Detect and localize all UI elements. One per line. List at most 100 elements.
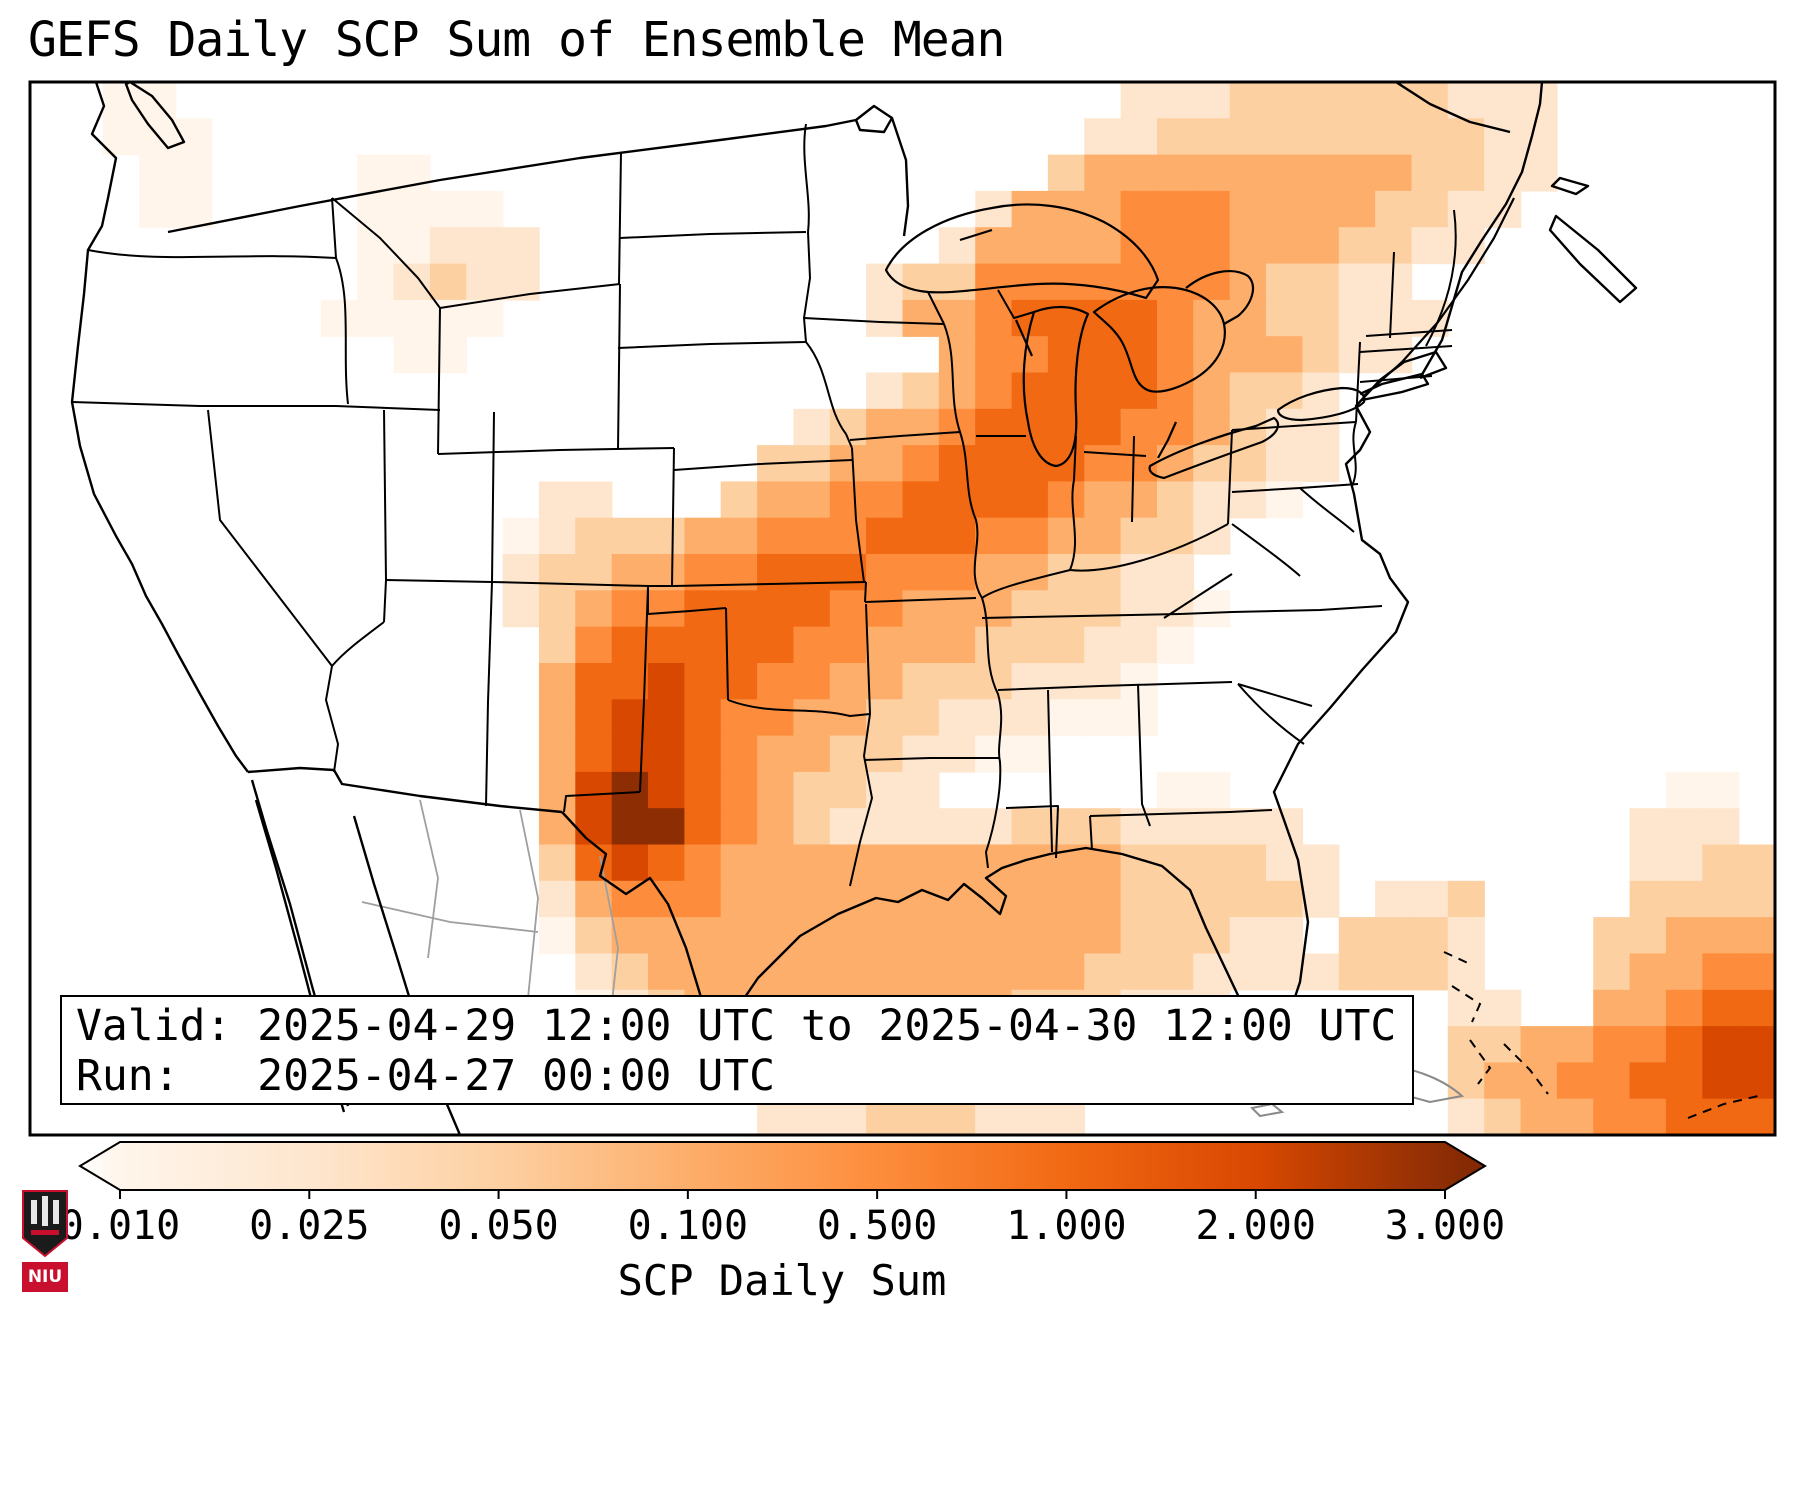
heatmap-cell — [902, 263, 940, 301]
heatmap-cell — [1665, 953, 1703, 991]
heatmap-cell — [393, 336, 431, 374]
heatmap-cell — [938, 408, 976, 446]
heatmap-cell — [1665, 844, 1703, 882]
heatmap-cell — [1120, 408, 1158, 446]
heatmap-cell — [1084, 699, 1122, 737]
heatmap-cell — [720, 517, 758, 555]
heatmap-cell — [1266, 953, 1304, 991]
nova-scotia — [1548, 214, 1638, 304]
heatmap-cell — [720, 699, 758, 737]
heatmap-cell — [1702, 1062, 1740, 1100]
heatmap-cell — [793, 481, 831, 519]
lake-superior — [884, 203, 1160, 300]
heatmap-cell — [1193, 82, 1231, 119]
heatmap-cell — [684, 626, 722, 664]
heatmap-cell — [466, 190, 504, 228]
heatmap-cell — [938, 808, 976, 846]
heatmap-cell — [793, 445, 831, 483]
heatmap-cell — [1157, 554, 1195, 591]
heatmap-cell — [793, 808, 831, 846]
heatmap-cell — [1593, 989, 1631, 1027]
heatmap-cell — [1702, 844, 1740, 882]
heatmap-cell — [902, 844, 940, 882]
heatmap-cell — [1047, 408, 1085, 446]
heatmap-cell — [1120, 336, 1158, 374]
heatmap-cell — [866, 917, 904, 955]
valid-text: Valid: 2025-04-29 12:00 UTC to 2025-04-3… — [76, 1001, 1397, 1051]
heatmap-cell — [575, 699, 613, 737]
heatmap-cell — [938, 299, 976, 337]
heatmap-cell — [611, 626, 649, 664]
heatmap-cell — [1629, 917, 1667, 955]
heatmap-cell — [1157, 917, 1195, 955]
heatmap-cell — [1556, 1098, 1594, 1135]
heatmap-cell — [1011, 735, 1049, 773]
heatmap-cell — [1484, 82, 1522, 119]
heatmap-cell — [539, 699, 577, 737]
heatmap-cell — [1011, 336, 1049, 374]
heatmap-cell — [829, 880, 867, 918]
heatmap-cell — [757, 699, 795, 737]
heatmap-cell — [648, 917, 686, 955]
heatmap-cell — [611, 771, 649, 809]
heatmap-cell — [539, 808, 577, 846]
heatmap-cell — [1047, 590, 1085, 628]
lake-ontario — [1276, 386, 1366, 422]
heatmap-cell — [1447, 154, 1485, 192]
heatmap-cell — [1702, 989, 1740, 1027]
heatmap-cell — [1266, 372, 1304, 410]
heatmap-cell — [1593, 917, 1631, 955]
heatmap-cell — [1084, 227, 1122, 265]
heatmap-cell — [1120, 154, 1158, 192]
heatmap-cell — [1302, 445, 1340, 483]
heatmap-cell — [938, 590, 976, 628]
heatmap-cell — [1375, 190, 1413, 228]
lake-michigan — [1022, 305, 1090, 468]
heatmap-cell — [1193, 190, 1231, 228]
heatmap-cell — [1157, 154, 1195, 192]
heatmap-cell — [1447, 917, 1485, 955]
heatmap-cell — [1084, 663, 1122, 700]
heatmap-cell — [1411, 880, 1449, 918]
colorbar-label: SCP Daily Sum — [617, 1256, 947, 1305]
heatmap-cell — [975, 626, 1013, 664]
heatmap-cell — [684, 663, 722, 700]
colorbar-tick-label: 2.000 — [1195, 1203, 1316, 1249]
heatmap-cell — [139, 154, 177, 192]
heatmap-cell — [829, 844, 867, 882]
heatmap-cell — [1556, 1026, 1594, 1064]
heatmap-cell — [975, 372, 1013, 410]
heatmap-cell — [1011, 408, 1049, 446]
heatmap-cell — [975, 699, 1013, 737]
heatmap-cell — [1193, 917, 1231, 955]
heatmap-cell — [429, 227, 467, 265]
heatmap-cell — [102, 118, 140, 156]
heatmap-cell — [175, 154, 213, 192]
niu-shield-icon — [22, 1190, 68, 1258]
heatmap-cell — [1047, 663, 1085, 700]
heatmap-cell — [1302, 844, 1340, 882]
heatmap-cell — [1302, 190, 1340, 228]
heatmap-cell — [1520, 1098, 1558, 1135]
heatmap-cell — [539, 481, 577, 519]
heatmap-cell — [757, 880, 795, 918]
heatmap-cell — [393, 263, 431, 301]
quebec-north-shore — [1395, 82, 1511, 134]
heatmap-cell — [1266, 336, 1304, 374]
heatmap-cell — [1047, 227, 1085, 265]
heatmap-cell — [1266, 227, 1304, 265]
heatmap-cell — [1338, 263, 1376, 301]
heatmap-cell — [502, 590, 540, 628]
heatmap-cell — [1266, 808, 1304, 846]
heatmap-cell — [1011, 372, 1049, 410]
heatmap-cell — [1302, 154, 1340, 192]
heatmap-cell — [1120, 880, 1158, 918]
heatmap-cell — [575, 517, 613, 555]
heatmap-cell — [1084, 917, 1122, 955]
heatmap-cell — [1047, 626, 1085, 664]
heatmap-cell — [720, 808, 758, 846]
heatmap-cell — [539, 590, 577, 628]
heatmap-cell — [757, 626, 795, 664]
heatmap-cell — [866, 590, 904, 628]
new-england-coast — [1418, 82, 1544, 379]
